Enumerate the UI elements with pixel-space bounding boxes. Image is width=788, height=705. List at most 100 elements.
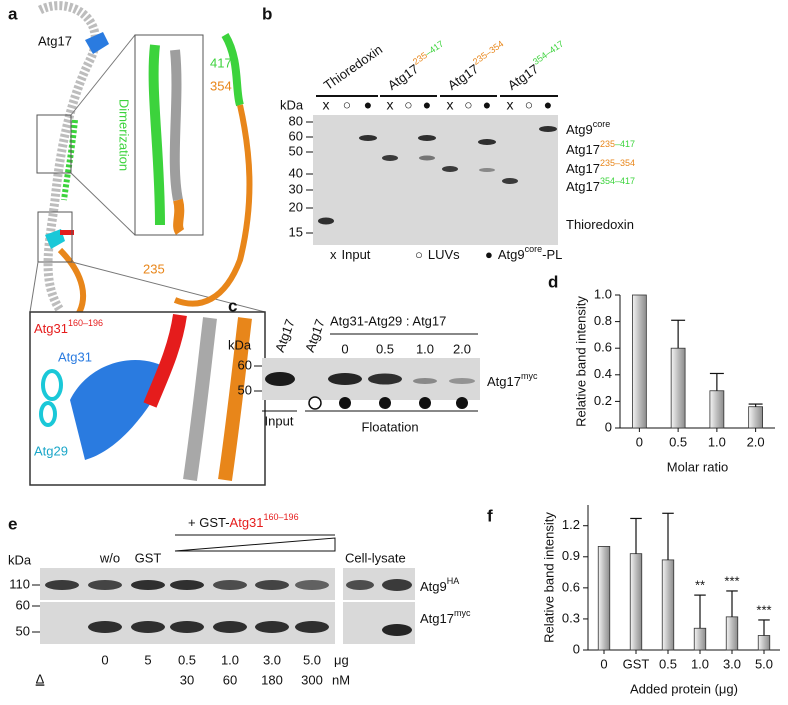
label-sup: HA	[447, 576, 460, 586]
condition-open	[308, 396, 322, 410]
label: Atg17235–417	[383, 39, 450, 93]
nm-label: 60	[223, 672, 237, 687]
label-sup: 160–196	[68, 318, 103, 328]
panel-letter: d	[548, 272, 558, 291]
condition-symbol: x	[447, 97, 454, 113]
condition-symbol: ●	[544, 97, 552, 113]
zoom-panel	[134, 34, 204, 236]
unit-label: nM	[332, 672, 350, 687]
legend-entry: ○ LUVs	[415, 247, 460, 262]
gel-band	[502, 178, 518, 184]
legend-sup: core	[525, 244, 543, 254]
marker-label: 50	[289, 143, 303, 158]
amount-label: 5.0	[303, 652, 321, 667]
legend-entry: ● Atg9core-PL	[485, 244, 562, 262]
x-axis-label: Added protein (μg)	[630, 681, 738, 696]
helix-orange	[218, 317, 252, 481]
y-tick-label: 0	[573, 641, 580, 656]
bar	[748, 406, 764, 429]
zoom-line	[70, 172, 136, 236]
gel-band	[419, 155, 435, 161]
gel-band	[478, 139, 496, 145]
input-label: Input	[265, 413, 294, 428]
x-tick-label: 1.0	[691, 656, 709, 671]
gel-band	[346, 580, 374, 590]
residue-label: 354	[210, 78, 232, 93]
label: Atg17354–417	[566, 176, 635, 194]
panel-c: c kDa Atg31-Atg29 : Atg17 Atg17myc Input…	[228, 296, 538, 434]
label-name: Atg9	[420, 579, 447, 594]
marker-label: 80	[289, 113, 303, 128]
y-tick-label: 1.0	[594, 286, 612, 301]
bar	[709, 390, 725, 429]
condition-symbol: ○	[525, 97, 533, 113]
amount-label: 3.0	[263, 652, 281, 667]
kda-label: kDa	[228, 337, 252, 352]
y-tick-label: 0.3	[562, 610, 580, 625]
label-name: Atg17	[420, 611, 454, 626]
label: Atg17235–417	[566, 139, 635, 157]
nm-label: 300	[301, 672, 323, 687]
gel-band	[213, 621, 247, 633]
gel-band	[442, 166, 458, 172]
legend-symbol: x	[330, 247, 337, 262]
condition-symbol: x	[387, 97, 394, 113]
legend-symbol: ○	[415, 247, 423, 262]
condition-symbol: ●	[483, 97, 491, 113]
gel-band	[45, 580, 79, 590]
gel-band	[368, 373, 402, 385]
label-sup: myc	[454, 608, 471, 618]
panel-d: d	[548, 272, 558, 291]
band-sup: myc	[521, 371, 538, 381]
legend-suffix: -PL	[542, 247, 562, 262]
label-range: –417	[615, 176, 635, 186]
panel-letter: f	[487, 506, 493, 525]
label-range: 354	[600, 176, 615, 186]
condition-filled	[419, 397, 431, 409]
panel-letter: c	[228, 296, 237, 315]
x-tick-label: 1.0	[708, 434, 726, 449]
panel-letter: a	[8, 4, 18, 23]
y-axis-label: Relative band intensity	[573, 296, 588, 427]
panel-e: e + GST-Atg31160–196 kDa Cell-lysate Δ 1…	[8, 512, 471, 687]
helix-gray	[37, 1, 100, 313]
x-axis-label: Molar ratio	[667, 459, 728, 474]
y-tick-label: 0.6	[594, 340, 612, 355]
y-tick-label: 1.2	[562, 517, 580, 532]
y-tick-label: 0.9	[562, 548, 580, 563]
label: Atg17	[38, 33, 72, 48]
marker-label: 15	[289, 224, 303, 239]
label-range: –354	[615, 158, 635, 168]
marker-label: 110	[9, 576, 30, 591]
label-name: Atg17	[566, 179, 600, 194]
cell-lysate: Cell-lysate	[345, 550, 406, 565]
lane-label: w/o	[99, 550, 120, 565]
gel-band	[170, 580, 204, 590]
panel-a: a Atg17 Dimerization 417 354 235 Atg3116…	[8, 1, 266, 486]
ratio-label: 0	[341, 341, 348, 356]
ratio-label: 1.0	[416, 341, 434, 356]
marker-label: 20	[289, 199, 303, 214]
condition-filled	[456, 397, 468, 409]
marker-label: 60	[16, 597, 30, 612]
bar-chart: 0 0.2 0.4 0.6 0.8 1.0 0 0.5 1.0 2.0 Molar ratio Rel…	[573, 286, 775, 474]
condition-symbol: ○	[404, 97, 412, 113]
significance: **	[695, 578, 705, 593]
condition-symbol: ●	[364, 97, 372, 113]
gel-band	[359, 135, 377, 141]
gel-band	[479, 168, 495, 172]
gel-band	[255, 621, 289, 633]
nm-label: 180	[261, 672, 283, 687]
label-name: Atg9	[566, 122, 593, 137]
y-axis-label: Relative band intensity	[541, 512, 556, 643]
helix-red	[143, 313, 187, 408]
condition-symbol: x	[323, 97, 330, 113]
gel-band	[318, 217, 334, 225]
x-tick-label: 0	[636, 434, 643, 449]
treatment-text: + GST-	[188, 515, 230, 530]
zoom-box	[36, 114, 72, 174]
gel-band	[382, 155, 398, 161]
significance: ***	[756, 602, 771, 617]
marker-label: 50	[16, 623, 30, 638]
ratio-label: 0.5	[376, 341, 394, 356]
